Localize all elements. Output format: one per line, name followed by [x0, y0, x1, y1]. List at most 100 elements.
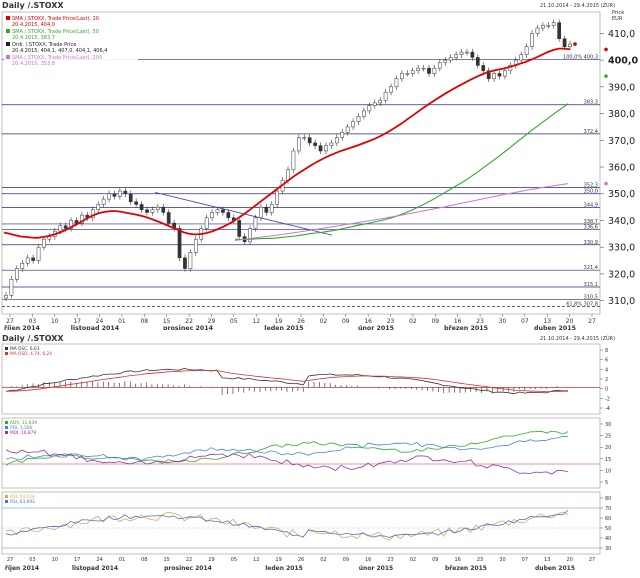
panel-y-label: 30: [605, 546, 611, 552]
lower-x-tick-label: 16: [455, 557, 461, 563]
lower-x-month-label: listopad 2014: [72, 565, 118, 572]
x-tick-label: 24: [96, 318, 104, 325]
candle-body: [486, 70, 491, 80]
lower-x-tick-label: 23: [477, 557, 483, 563]
lower-x-tick-label: 02: [320, 557, 326, 563]
x-tick-label: 08: [140, 318, 148, 325]
legend-values: 20.4.2015, 404,0: [12, 22, 55, 28]
x-month-label: listopad 2014: [71, 325, 120, 330]
candle-body: [36, 246, 41, 261]
candle-body: [356, 115, 361, 122]
lower-x-tick-label: 07: [522, 557, 528, 563]
level-label: 336,6: [584, 225, 598, 231]
x-tick-label: 19: [275, 318, 283, 325]
lower-x-tick-label: 27: [7, 557, 13, 563]
x-tick-label: 07: [521, 318, 529, 325]
level-label: 61,8% 307,8: [566, 302, 598, 308]
panel-y-label: 5: [605, 480, 608, 486]
y-tick-label: 310,0: [608, 296, 635, 307]
legend-box: [4, 14, 138, 70]
dmi-adx-line: [5, 430, 569, 466]
lower-x-tick-label: 08: [141, 557, 147, 563]
indicator-swatch: [5, 431, 8, 434]
candle-body: [324, 145, 328, 152]
lower-x-tick-label: 15: [164, 557, 170, 563]
x-tick-label: 17: [73, 318, 81, 325]
candle-body: [492, 73, 496, 80]
x-month-label: leden 2015: [264, 325, 303, 330]
x-tick-label: 03: [29, 318, 37, 325]
panel-y-label: 80: [605, 496, 611, 502]
candle-body: [481, 65, 486, 72]
candle-body: [296, 137, 301, 152]
macd-line: [5, 367, 569, 395]
legend: SMA /.STOXX, Trade Price(Last), 2020.4.2…: [4, 14, 138, 70]
indicator-swatch: [5, 421, 8, 424]
x-tick-label: 09: [431, 318, 439, 325]
candle-body: [31, 257, 35, 261]
candle-body: [80, 214, 84, 224]
panel-y-label: -4: [605, 406, 610, 412]
price-chart[interactable]: 100,0% 400,3383,3372,4352,3350,0344,9338…: [0, 0, 640, 330]
candle-body: [535, 27, 540, 34]
y-tick-label: 330,0: [608, 243, 635, 254]
level-label: 310,5: [584, 294, 598, 300]
x-tick-label: 02: [409, 318, 417, 325]
lower-x-month-label: říjen 2014: [5, 565, 39, 572]
level-label: 330,9: [584, 240, 598, 246]
legend-name: SMA /.STOXX, Trade Price(Last), 200: [12, 55, 102, 61]
candle-body: [275, 190, 280, 205]
candle-body: [183, 257, 187, 269]
candle-body: [112, 193, 117, 197]
panel-y-label: 30: [605, 422, 611, 428]
y-tick-label: 410,0: [608, 29, 635, 40]
candle-body: [253, 217, 258, 229]
candle-body: [318, 145, 323, 152]
indicator-legend: ADX, 11,639: [10, 420, 37, 426]
level-label: 372,4: [584, 129, 598, 135]
sma200-marker: [604, 181, 608, 186]
dmi-mdi-line: [5, 449, 569, 475]
x-month-label: duben 2015: [534, 325, 576, 330]
level-label: 338,7: [584, 219, 598, 225]
candle-body: [291, 150, 296, 170]
lower-x-tick-label: 10: [52, 557, 58, 563]
lower-x-tick-label: 23: [387, 557, 393, 563]
candle-body: [389, 86, 393, 93]
legend-name: SMA /.STOXX, Trade Price(Last), 50: [12, 29, 99, 35]
candle-body: [497, 73, 502, 77]
level-label: 315,1: [584, 282, 598, 288]
x-tick-label: 13: [543, 318, 551, 325]
candle-body: [188, 252, 193, 269]
x-tick-label: 02: [320, 318, 328, 325]
x-tick-label: 27: [6, 318, 14, 325]
candle-body: [546, 25, 551, 27]
candle-body: [302, 137, 307, 139]
y-tick-label: 340,0: [608, 216, 635, 227]
legend-name: SMA /.STOXX, Trade Price(Last), 20: [12, 16, 99, 22]
y-tick-label: 380,0: [608, 109, 635, 120]
lower-x-month-label: duben 2015: [535, 565, 575, 572]
candle-body: [541, 25, 545, 29]
x-month-label: březen 2015: [444, 324, 488, 330]
panel2-title: Daily /.STOXX: [2, 334, 64, 343]
candle-body: [378, 99, 383, 104]
candle-body: [20, 262, 25, 269]
panel-y-label: 6: [605, 358, 608, 364]
candle-body: [155, 206, 160, 211]
lower-x-tick-label: 02: [410, 557, 416, 563]
candle-body: [475, 57, 480, 66]
candle-body: [269, 204, 274, 213]
dmi-pdi-line: [5, 435, 569, 462]
x-tick-label: 12: [252, 318, 260, 325]
sma200-line: [234, 183, 569, 241]
x-tick-label: 10: [51, 318, 59, 325]
indicator-swatch: [5, 352, 8, 355]
x-tick-label: 22: [185, 318, 193, 325]
panel-y-label: 0: [605, 387, 608, 393]
indicator-legend: MDI, 16,879: [10, 430, 36, 436]
lower-x-tick-label: 22: [186, 557, 192, 563]
candle-body: [437, 62, 442, 69]
x-month-label: prosinec 2014: [163, 325, 214, 330]
